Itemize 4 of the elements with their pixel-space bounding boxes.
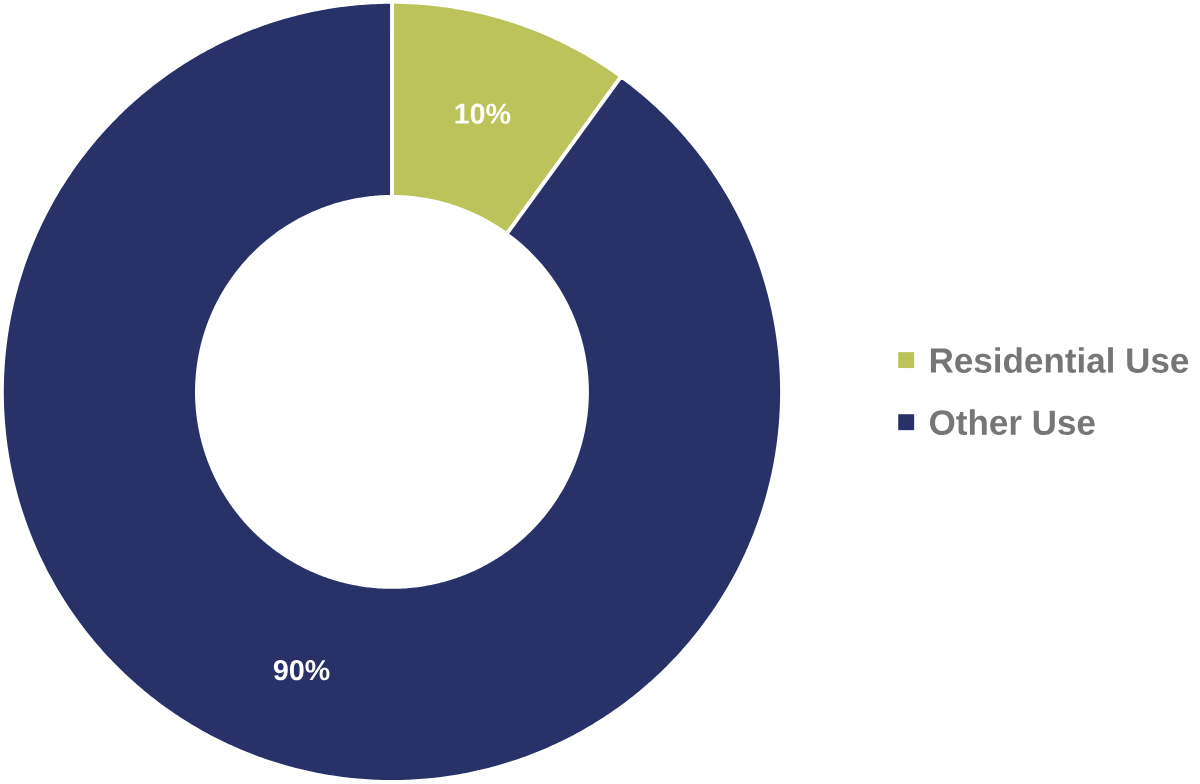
data-label: 90%: [273, 660, 330, 681]
data-label: 10%: [455, 103, 511, 124]
legend-label: Residential Use: [930, 347, 1189, 374]
legend-label: Other Use: [930, 409, 1095, 436]
